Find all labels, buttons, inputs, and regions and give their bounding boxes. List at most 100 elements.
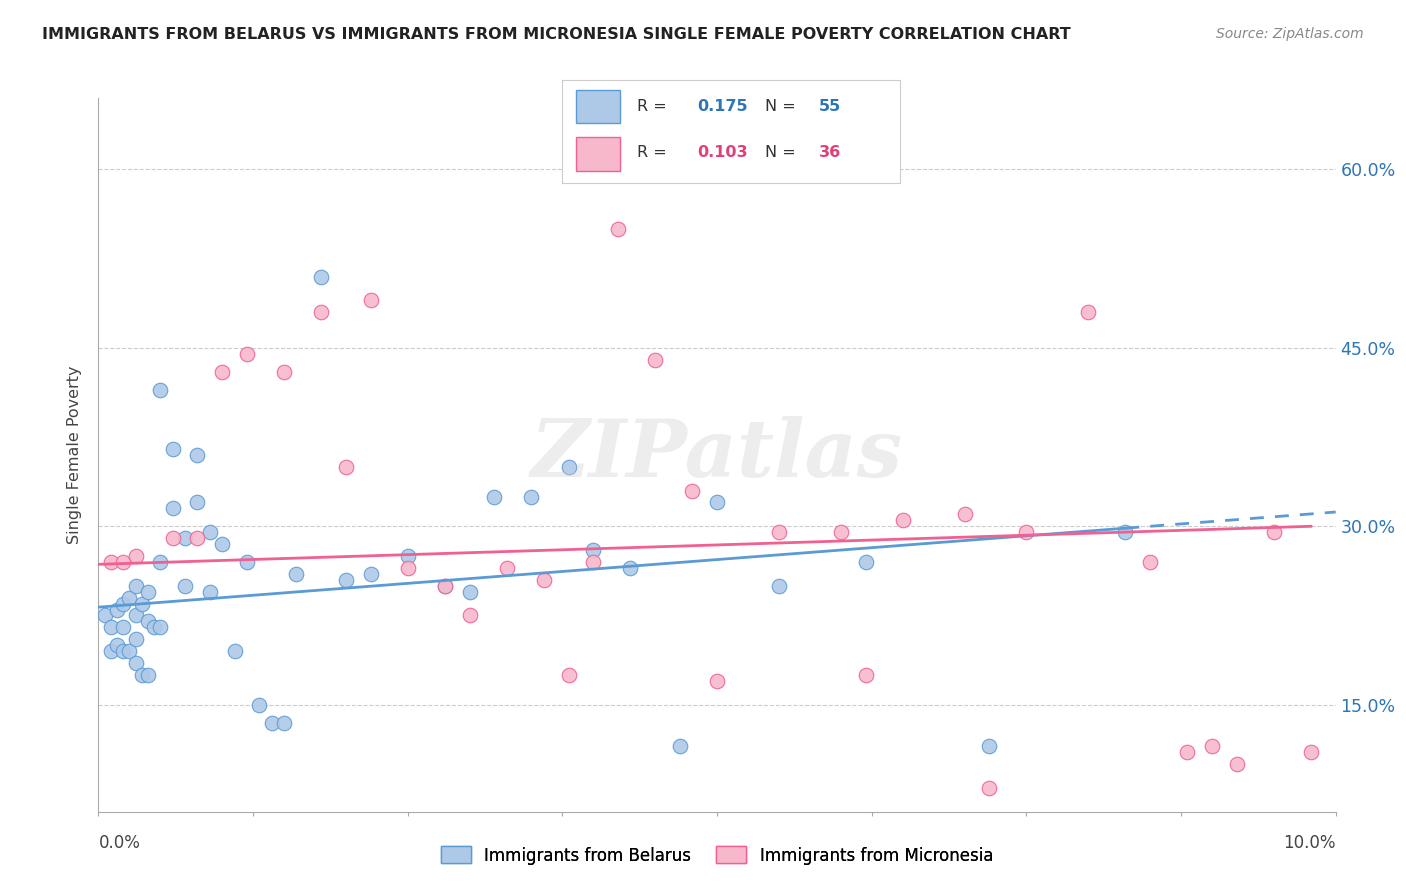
Point: [124, 608, 146, 623]
Point: [433, 579, 456, 593]
Text: N =: N =: [765, 145, 801, 160]
Point: [607, 222, 630, 236]
Point: [533, 573, 555, 587]
Point: [93, 608, 115, 623]
Text: IMMIGRANTS FROM BELARUS VS IMMIGRANTS FROM MICRONESIA SINGLE FEMALE POVERTY CORR: IMMIGRANTS FROM BELARUS VS IMMIGRANTS FR…: [42, 27, 1071, 42]
Text: 36: 36: [818, 145, 841, 160]
Point: [118, 591, 141, 605]
Point: [557, 668, 579, 682]
Point: [112, 597, 135, 611]
Point: [273, 715, 295, 730]
FancyBboxPatch shape: [576, 136, 620, 170]
Point: [953, 508, 976, 522]
Text: 55: 55: [818, 99, 841, 114]
Point: [520, 490, 543, 504]
Point: [112, 555, 135, 569]
Point: [118, 644, 141, 658]
Point: [1226, 757, 1249, 772]
Point: [360, 293, 382, 308]
Point: [186, 531, 208, 545]
Point: [619, 561, 641, 575]
Point: [1077, 305, 1099, 319]
Point: [100, 620, 122, 634]
Point: [236, 555, 259, 569]
Point: [582, 555, 605, 569]
Text: 0.0%: 0.0%: [98, 834, 141, 852]
Point: [495, 561, 517, 575]
Point: [458, 608, 481, 623]
Point: [855, 555, 877, 569]
Point: [100, 644, 122, 658]
Point: [1114, 525, 1136, 540]
Point: [162, 442, 184, 456]
Point: [174, 531, 197, 545]
Point: [706, 495, 728, 509]
Text: N =: N =: [765, 99, 801, 114]
Point: [309, 305, 332, 319]
Point: [1139, 555, 1161, 569]
Text: R =: R =: [637, 99, 672, 114]
Point: [706, 673, 728, 688]
Point: [131, 668, 153, 682]
Point: [124, 632, 146, 647]
Point: [979, 739, 1001, 754]
Point: [105, 602, 128, 616]
Point: [360, 566, 382, 581]
Point: [396, 561, 419, 575]
Text: Source: ZipAtlas.com: Source: ZipAtlas.com: [1216, 27, 1364, 41]
Text: 0.103: 0.103: [697, 145, 748, 160]
Point: [143, 620, 166, 634]
Point: [149, 620, 172, 634]
Point: [186, 448, 208, 462]
Point: [273, 365, 295, 379]
Text: 10.0%: 10.0%: [1284, 834, 1336, 852]
Y-axis label: Single Female Poverty: Single Female Poverty: [67, 366, 83, 544]
Point: [768, 525, 790, 540]
Point: [247, 698, 270, 712]
Point: [136, 584, 159, 599]
Point: [236, 347, 259, 361]
Point: [1299, 745, 1322, 759]
Point: [855, 668, 877, 682]
Point: [124, 656, 146, 670]
Point: [131, 597, 153, 611]
Point: [124, 579, 146, 593]
FancyBboxPatch shape: [576, 89, 620, 123]
Point: [162, 531, 184, 545]
Text: R =: R =: [637, 145, 672, 160]
Point: [211, 365, 233, 379]
Point: [1015, 525, 1038, 540]
Point: [224, 644, 246, 658]
Point: [335, 459, 357, 474]
Point: [186, 495, 208, 509]
Point: [136, 668, 159, 682]
Point: [105, 638, 128, 652]
Point: [582, 543, 605, 558]
Point: [260, 715, 283, 730]
Point: [285, 566, 308, 581]
Point: [100, 555, 122, 569]
Point: [136, 615, 159, 629]
Point: [1263, 525, 1285, 540]
Text: 0.175: 0.175: [697, 99, 748, 114]
Point: [198, 584, 221, 599]
Point: [891, 513, 914, 527]
Point: [458, 584, 481, 599]
Point: [1175, 745, 1198, 759]
Point: [1201, 739, 1223, 754]
Point: [644, 352, 666, 367]
Point: [309, 269, 332, 284]
Point: [112, 620, 135, 634]
Legend: Immigrants from Belarus, Immigrants from Micronesia: Immigrants from Belarus, Immigrants from…: [434, 839, 1000, 871]
Point: [396, 549, 419, 563]
Point: [433, 579, 456, 593]
Point: [124, 549, 146, 563]
Point: [149, 555, 172, 569]
Point: [557, 459, 579, 474]
Point: [979, 780, 1001, 795]
Point: [669, 739, 692, 754]
Point: [211, 537, 233, 551]
Point: [830, 525, 852, 540]
Text: ZIPatlas: ZIPatlas: [531, 417, 903, 493]
Point: [149, 383, 172, 397]
